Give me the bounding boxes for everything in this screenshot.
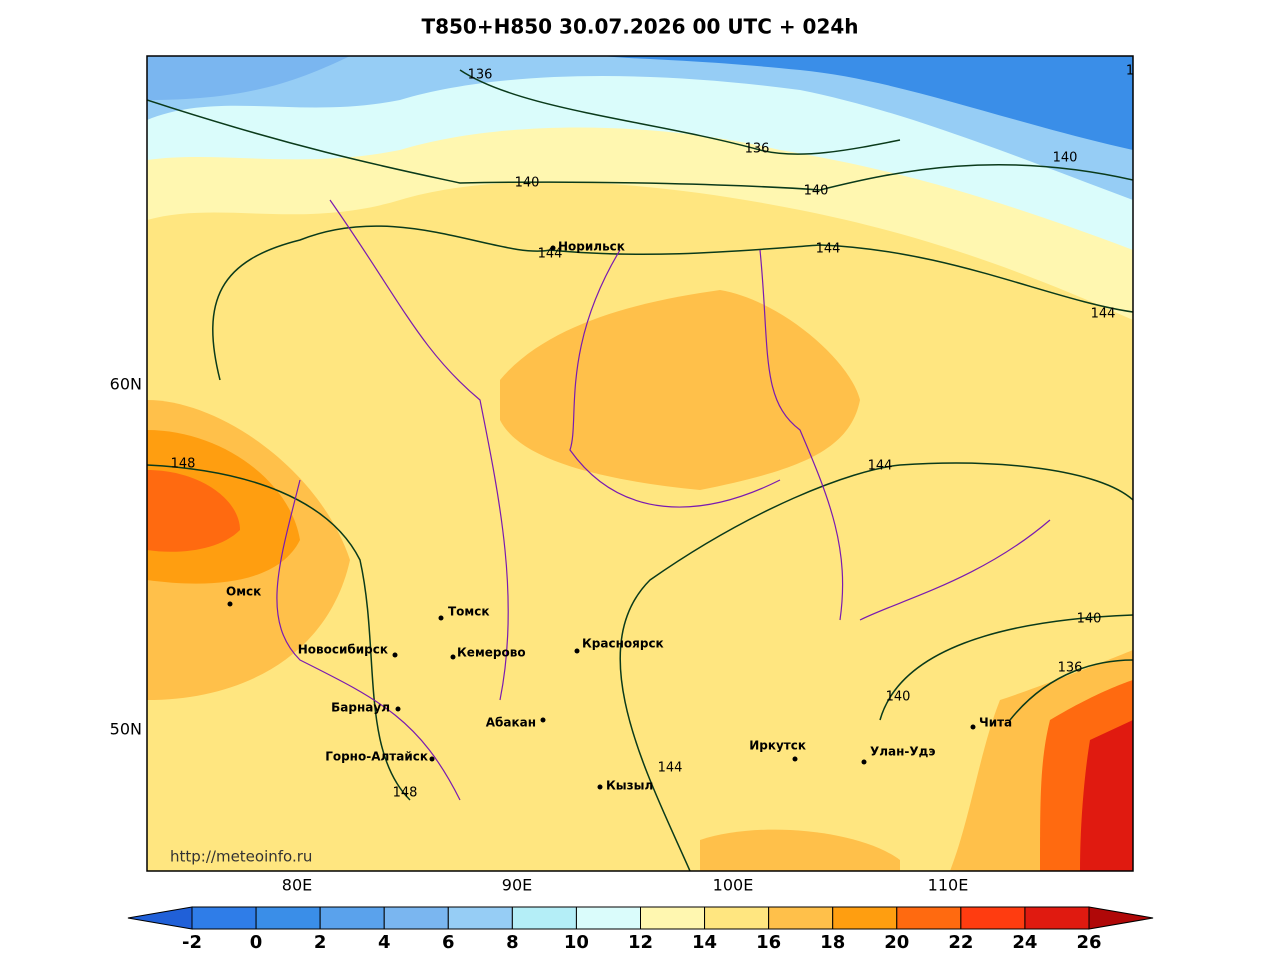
colorbar-bin [1024, 906, 1090, 930]
contour-label: 140 [515, 176, 540, 191]
source-url: http://meteoinfo.ru [170, 848, 312, 866]
colorbar-bin [575, 906, 642, 930]
contour-label: 144 [868, 459, 893, 474]
colorbar-bin [319, 906, 385, 930]
colorbar-bin [640, 906, 706, 930]
contour-label: 144 [538, 247, 563, 262]
colorbar-tick-label: -2 [182, 932, 202, 953]
contour-label: 144 [658, 761, 683, 776]
contour-label: 136 [1058, 661, 1083, 676]
city: Томск [448, 605, 490, 619]
lat-label: 60N [110, 375, 142, 394]
lat-label: 50N [110, 720, 142, 739]
colorbar-tick-label: 26 [1076, 932, 1101, 953]
contour-label: 1 [1126, 64, 1134, 79]
lon-label: 100E [713, 876, 754, 895]
contour-label: 136 [468, 68, 493, 83]
colorbar-bin [832, 906, 898, 930]
colorbar-tick-label: 8 [506, 932, 519, 953]
city: Новосибирск [298, 643, 388, 657]
city: Норильск [558, 240, 625, 254]
lon-label: 110E [928, 876, 969, 895]
colorbar-tick-label: 4 [378, 932, 391, 953]
colorbar-bin [383, 906, 449, 930]
contour-label: 140 [1077, 612, 1102, 627]
city: Красноярск [582, 637, 664, 651]
city: Иркутск [749, 739, 806, 753]
contour-label: 148 [171, 457, 196, 472]
city: Барнаул [331, 701, 390, 715]
lon-label: 90E [502, 876, 532, 895]
colorbar-bin [960, 906, 1026, 930]
colorbar-extend [1088, 906, 1154, 930]
colorbar-tick-label: 16 [756, 932, 781, 953]
lon-label: 80E [282, 876, 312, 895]
colorbar-tick-label: 6 [442, 932, 455, 953]
colorbar-bin [768, 906, 834, 930]
colorbar-tick-label: 14 [692, 932, 717, 953]
city: Чита [979, 716, 1012, 730]
city: Горно-Алтайск [325, 750, 428, 764]
map [147, 56, 1133, 871]
colorbar-tick-label: 10 [564, 932, 589, 953]
colorbar-bin [255, 906, 321, 930]
colorbar-bin [896, 906, 962, 930]
colorbar-bin [704, 906, 770, 930]
colorbar: -2 0 2 4 6 8 10 12 14 16 18 20 22 24 26 [127, 906, 1154, 953]
city: Омск [226, 585, 261, 599]
colorbar-tick-label: 20 [884, 932, 909, 953]
colorbar-bin [191, 906, 257, 930]
colorbar-tick-label: 12 [628, 932, 653, 953]
city: Улан-Удэ [870, 745, 935, 759]
city: Абакан [486, 716, 536, 730]
contour-labels: 136 136 140 140 140 144 144 144 144 148 … [171, 64, 1135, 801]
colorbar-tick-label: 18 [820, 932, 845, 953]
title: T850+H850 30.07.2026 00 UTC + 024h [421, 15, 858, 39]
map-frame [146, 55, 1134, 872]
colorbar-bin [447, 906, 513, 930]
contour-label: 140 [804, 184, 829, 199]
city: Кемерово [457, 646, 526, 660]
colorbar-extend [127, 906, 193, 930]
contour-label: 140 [1053, 151, 1078, 166]
city: Кызыл [606, 779, 653, 793]
contour-label: 148 [393, 786, 418, 801]
contour-label: 140 [886, 690, 911, 705]
colorbar-tick-label: 24 [1012, 932, 1037, 953]
colorbar-bin [511, 906, 577, 930]
contour-label: 144 [816, 242, 841, 257]
colorbar-tick-label: 22 [948, 932, 973, 953]
colorbar-tick-label: 2 [314, 932, 327, 953]
colorbar-tick-label: 0 [250, 932, 263, 953]
contour-label: 136 [745, 142, 770, 157]
cities: Норильск Омск Томск Новосибирск Кемерово… [226, 240, 1012, 793]
contour-label: 144 [1091, 307, 1116, 322]
